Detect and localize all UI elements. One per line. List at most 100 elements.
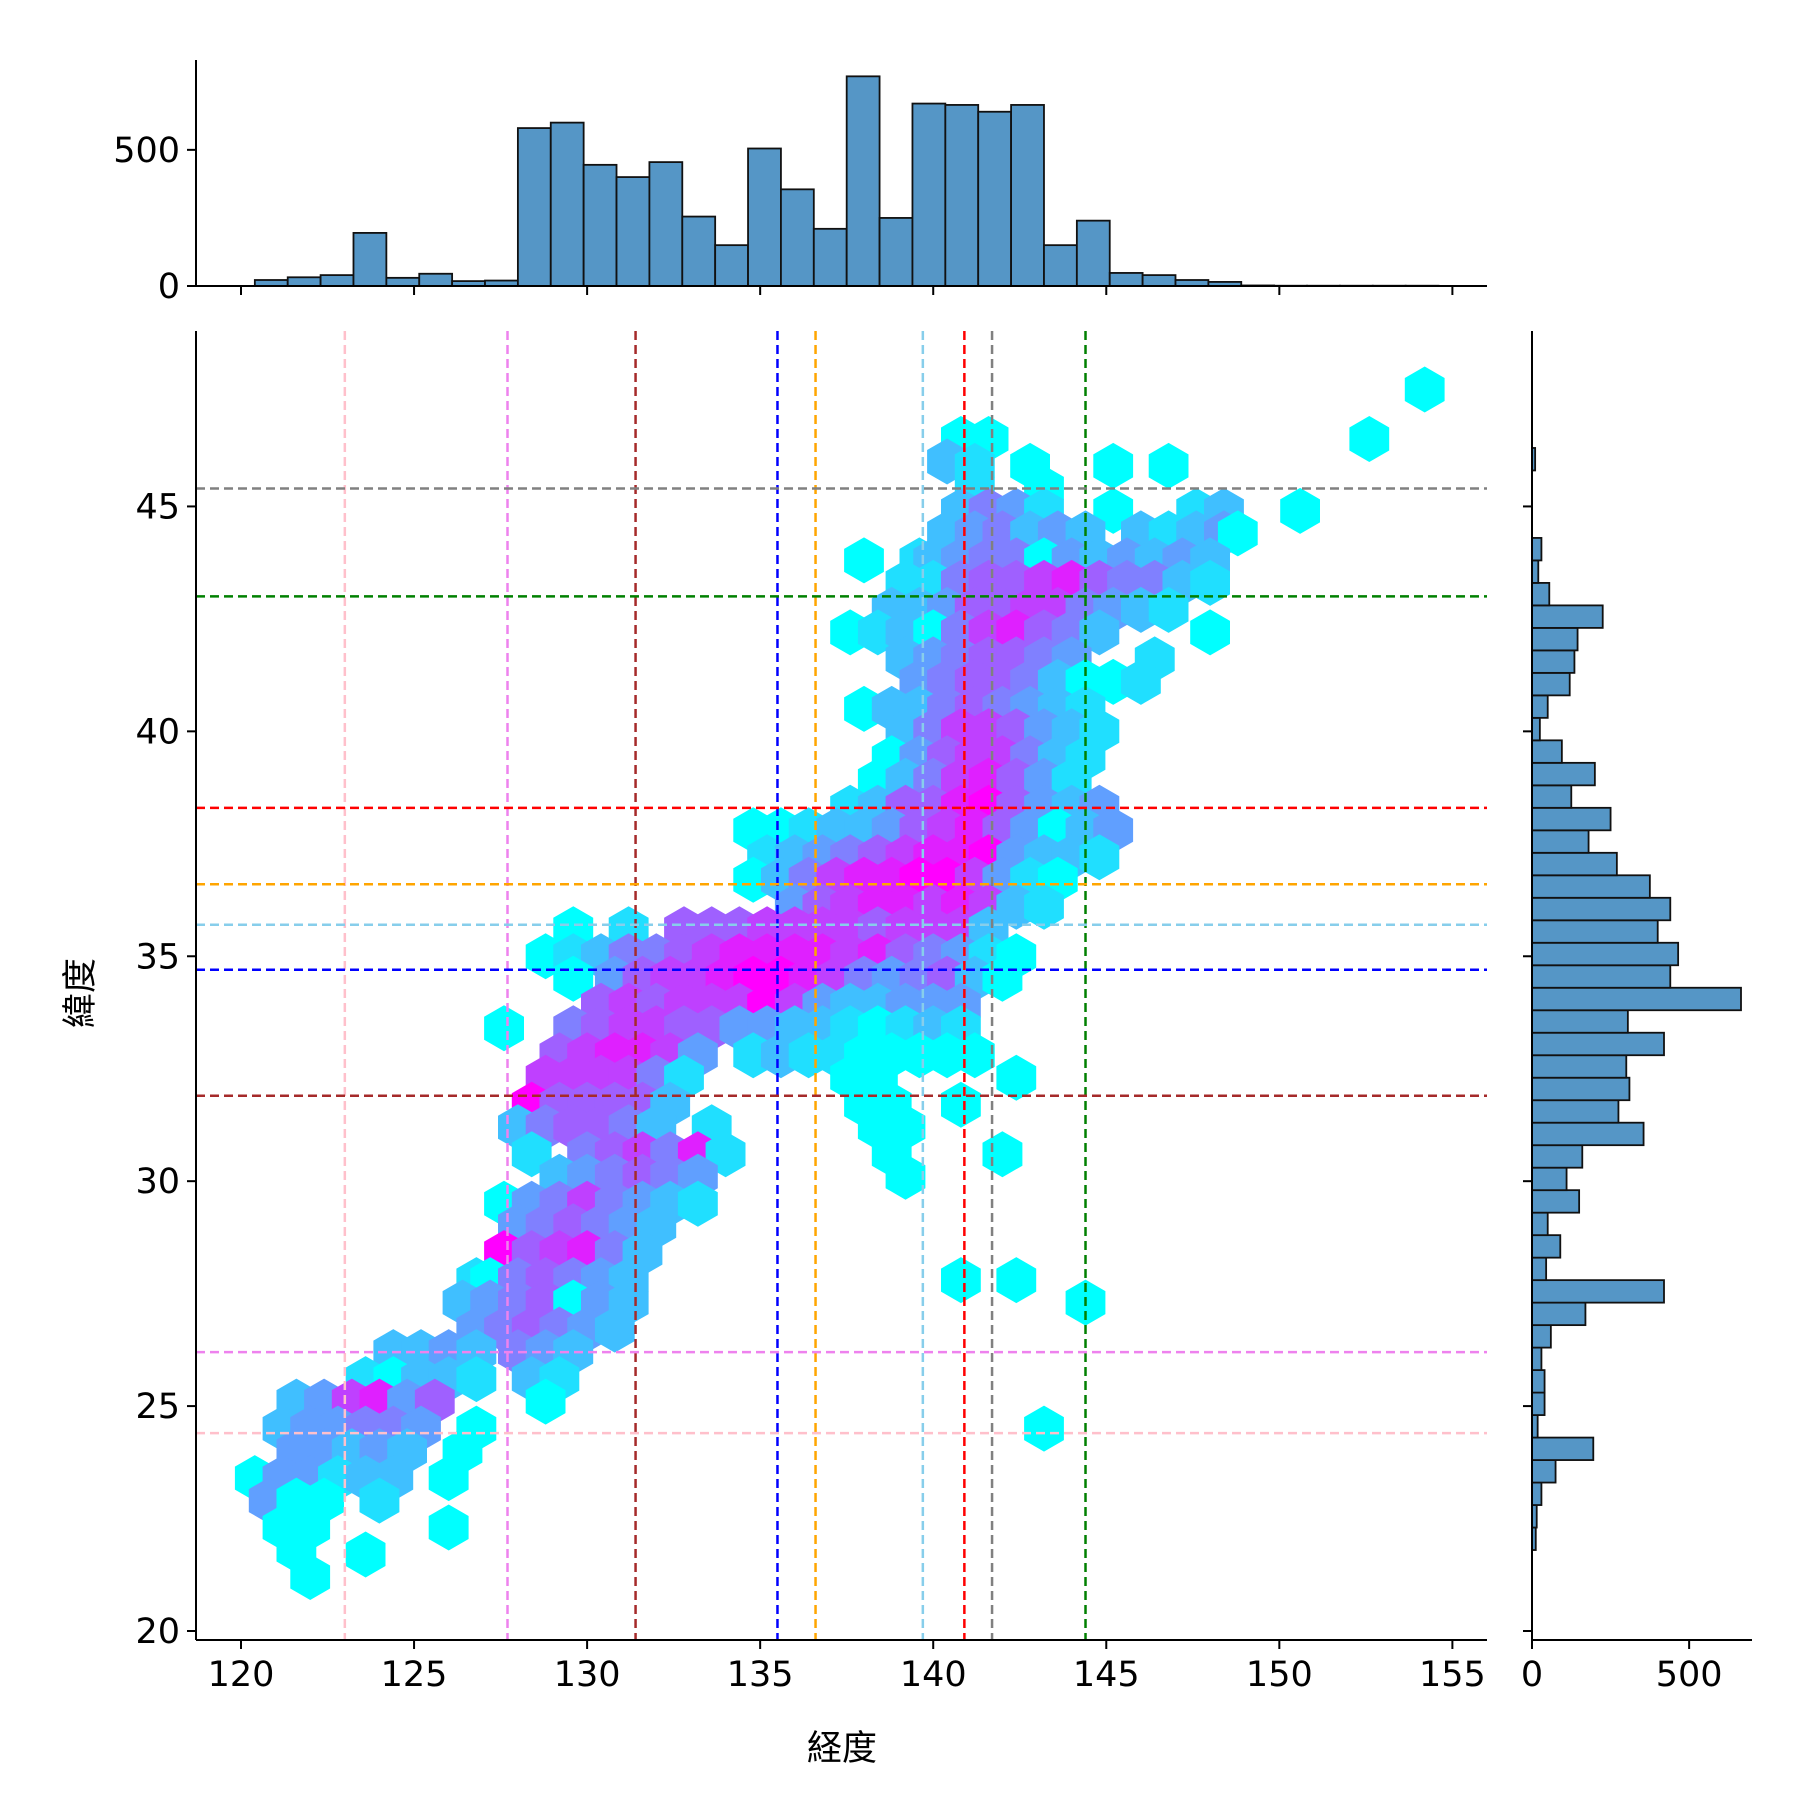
histogram-bar (1531, 1256, 1548, 1282)
reference-lines (196, 331, 1487, 1640)
histogram-bar (1108, 272, 1144, 287)
y-tick-label: 30 (135, 1162, 180, 1202)
histogram-bar (911, 102, 947, 287)
histogram-bar (977, 110, 1012, 287)
histogram-bar (418, 272, 454, 287)
hex-cell (1093, 442, 1134, 489)
hex-cell (1190, 559, 1230, 606)
histogram-bar (1531, 874, 1651, 899)
x-tick-label: 155 (1419, 1655, 1486, 1695)
histogram-bar (1531, 919, 1659, 944)
main-axes: 120 125 130 135 140 145 150 155 20 25 30 35 40 45 (135, 331, 1487, 1695)
histogram-bar (1531, 671, 1571, 697)
hex-cell (484, 1005, 524, 1052)
histogram-bar (1010, 104, 1045, 287)
histogram-bar (582, 163, 618, 287)
right-hist-x-tick-label: 0 (1521, 1655, 1543, 1695)
histogram-bar (1141, 274, 1177, 287)
hex-cell (553, 955, 594, 1002)
histogram-bar (1531, 1099, 1620, 1124)
histogram-bar (1075, 219, 1111, 287)
histogram-bar (615, 176, 651, 287)
histogram-bar (549, 121, 585, 287)
histogram-bar (1531, 537, 1543, 562)
histogram-bar (1531, 1166, 1568, 1192)
histogram-bar (1531, 694, 1549, 719)
histogram-bar (319, 274, 355, 287)
hex-cell (594, 1306, 635, 1353)
histogram-bar (1531, 1324, 1552, 1349)
histogram-bar (1531, 1279, 1665, 1304)
hex-cell (996, 1054, 1037, 1101)
histogram-bar (944, 104, 980, 287)
y-tick-label: 25 (135, 1387, 180, 1427)
hex-cell (1148, 586, 1189, 633)
hex-cell (982, 1131, 1023, 1178)
hex-cell (1190, 609, 1230, 656)
histogram-bar (878, 217, 914, 287)
histogram-bar (1531, 1076, 1631, 1102)
histogram-bar (1531, 1121, 1645, 1147)
y-tick-label: 40 (135, 712, 180, 752)
hex-cell (1148, 442, 1189, 489)
histogram-bar (1531, 1189, 1581, 1214)
histogram-bar (747, 147, 782, 287)
histogram-bar (1531, 1481, 1543, 1506)
histogram-bar (648, 161, 684, 287)
histogram-bar (1531, 1009, 1629, 1034)
histogram-bar (1531, 829, 1590, 854)
x-tick-label: 150 (1246, 1655, 1313, 1695)
marginal-histogram-longitude: 0 500 (113, 60, 1487, 307)
histogram-bar (385, 276, 421, 287)
hex-cell (345, 1531, 386, 1578)
hex-cell (359, 1477, 400, 1524)
histogram-bar (1531, 716, 1541, 742)
hex-cell (885, 1153, 926, 1200)
histogram-bar (780, 188, 815, 287)
histogram-bar (1531, 1369, 1546, 1394)
hex-cell (996, 1257, 1037, 1304)
histogram-bar (1531, 739, 1563, 764)
histogram-bar (1531, 851, 1618, 877)
histogram-bar (714, 244, 749, 287)
histogram-bar (1531, 986, 1742, 1012)
histogram-bar (1531, 1391, 1546, 1416)
histogram-bar (286, 276, 322, 287)
hex-cell (525, 1378, 566, 1425)
histogram-bar (1531, 1234, 1562, 1259)
histogram-bar (1531, 761, 1596, 787)
y-axis-label: 緯度 (61, 958, 101, 1028)
hex-cell (1079, 834, 1120, 881)
histogram-bar (1531, 1211, 1549, 1237)
hex-cell (1280, 487, 1320, 534)
histogram-bar (812, 227, 848, 287)
x-tick-label: 120 (208, 1655, 275, 1695)
hex-cell (1079, 609, 1120, 656)
histogram-bar (1531, 626, 1579, 652)
hexbin-cells (234, 366, 1445, 1600)
histogram-bar (1531, 1436, 1595, 1461)
histogram-bar (1531, 784, 1573, 809)
histogram-bar (1531, 1459, 1557, 1484)
histogram-bar (1531, 604, 1604, 629)
x-tick-label: 130 (554, 1655, 621, 1695)
histogram-bar (1531, 1031, 1665, 1057)
histogram-bar (1043, 244, 1078, 287)
hex-cell (428, 1504, 469, 1551)
hex-cell (677, 1180, 718, 1227)
hex-cell (844, 537, 884, 584)
hex-cell (1024, 883, 1064, 930)
hex-cell (456, 1356, 497, 1403)
histogram-bar (681, 215, 717, 287)
y-tick-label: 45 (135, 487, 180, 527)
top-hist-y-tick-label: 500 (113, 131, 180, 171)
x-tick-label: 140 (900, 1655, 967, 1695)
histogram-bar (1531, 649, 1576, 674)
y-tick-label: 20 (135, 1612, 180, 1652)
hexbin-plot-area: 120 125 130 135 140 145 150 155 20 25 30 35 40 45 (135, 331, 1487, 1695)
histogram-bar (1531, 964, 1672, 989)
hex-cell (1121, 658, 1161, 705)
histogram-bar (845, 75, 881, 287)
x-tick-label: 145 (1073, 1655, 1140, 1695)
hex-cell (941, 1081, 981, 1128)
